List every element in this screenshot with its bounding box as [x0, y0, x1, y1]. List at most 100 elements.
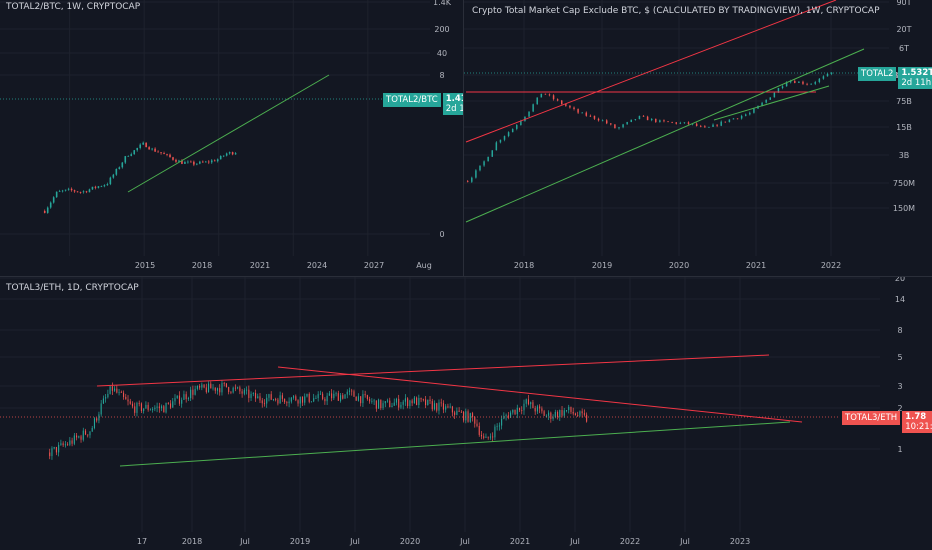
candle-body — [219, 388, 221, 393]
trendline-green — [119, 421, 791, 467]
candle-body — [518, 407, 521, 411]
candle-body — [344, 394, 346, 399]
candle-body — [315, 398, 317, 399]
candle-body — [136, 403, 138, 413]
candle-body — [483, 436, 485, 438]
x-tick-label: 2018 — [514, 261, 534, 270]
candle-body — [507, 132, 510, 137]
candle-body — [427, 399, 429, 406]
candle-body — [295, 396, 297, 401]
candle-body — [478, 425, 480, 435]
candle-body — [548, 94, 551, 96]
x-tick-label: 2019 — [592, 261, 612, 270]
candle-body — [404, 398, 406, 402]
candle-body — [342, 395, 344, 399]
candle-body — [78, 436, 80, 438]
candle-body — [93, 418, 96, 428]
candle-body — [830, 72, 833, 74]
candle-body — [465, 411, 467, 421]
price-tag: TOTAL2 1.532T 2d 11h — [858, 67, 932, 89]
candle-body — [581, 112, 583, 114]
candle-body — [131, 403, 134, 407]
candle-body — [76, 435, 78, 438]
candle-body — [82, 430, 84, 440]
price-value: 1.78 — [905, 412, 927, 422]
trendline-green — [127, 74, 330, 193]
candle-body — [675, 122, 677, 124]
candle-body — [98, 414, 100, 421]
candle-body — [61, 190, 64, 192]
candle-body — [268, 394, 270, 398]
candle-body — [58, 190, 61, 192]
candle-body — [556, 411, 559, 418]
candle-body — [297, 400, 299, 404]
candle-body — [530, 402, 532, 405]
candle-body — [559, 409, 561, 418]
candle-body — [552, 416, 554, 419]
total2-chart[interactable]: 90T20T6T300B75B15B3B750M150MUSD201820192… — [464, 0, 932, 276]
candle-body — [704, 126, 706, 128]
candle-body — [514, 409, 516, 415]
candle-body — [254, 393, 257, 399]
candle-body — [386, 400, 389, 402]
candle-body — [134, 406, 136, 413]
candle-body — [60, 443, 62, 445]
candle-body — [304, 396, 306, 403]
pane-divider-vertical[interactable] — [463, 0, 464, 276]
candle-body — [422, 399, 424, 401]
candle-body — [822, 76, 825, 79]
candle-body — [716, 124, 718, 126]
candle-body — [49, 202, 52, 208]
candle-body — [70, 188, 73, 191]
candle-body — [337, 393, 339, 401]
pane-divider-horizontal[interactable] — [0, 276, 932, 277]
candle-body — [301, 396, 304, 403]
candle-body — [174, 398, 176, 402]
candle-body — [46, 207, 49, 213]
candle-body — [169, 403, 172, 408]
candle-body — [266, 397, 268, 404]
candle-body — [585, 112, 588, 116]
eth-chart[interactable]: 20 14 8 5 3 2 1 17 2018 Jul 2019 Jul 2020 Jul 2021 Jul 2… — [0, 277, 932, 550]
candle-body — [127, 155, 130, 157]
candle-body — [516, 125, 518, 129]
candle-body — [573, 107, 575, 110]
candle-body — [565, 410, 568, 411]
btc-chart[interactable]: 1.4K 200 40 8 0 2015 2018 2021 2024 2027 Aug — [0, 0, 463, 276]
candle-body — [91, 186, 94, 190]
candle-body — [431, 401, 433, 410]
candle-body — [471, 413, 474, 418]
candle-body — [785, 82, 788, 87]
candle-body — [205, 161, 207, 163]
candle-body — [384, 401, 386, 404]
symbol-label: TOTAL3/ETH — [842, 411, 901, 425]
candle-body — [503, 136, 506, 140]
btc-pane[interactable]: 1.4K 200 40 8 0 2015 2018 2021 2024 2027 Aug TOTAL… — [0, 0, 463, 276]
x-tick-label: 2015 — [135, 261, 155, 270]
candle-body — [539, 406, 541, 409]
candle-body — [480, 434, 483, 437]
candle-body — [605, 120, 608, 124]
x-tick-label: 2021 — [510, 537, 530, 546]
y-tick-label: 2 — [897, 404, 902, 413]
candle-body — [69, 440, 71, 445]
candle-body — [411, 400, 413, 404]
candle-body — [474, 417, 476, 424]
candle-body — [310, 401, 313, 403]
candle-body — [228, 152, 231, 154]
candle-body — [544, 93, 547, 95]
candle-body — [655, 118, 657, 122]
candle-body — [769, 97, 772, 100]
candle-body — [103, 185, 106, 187]
candle-body — [348, 390, 351, 392]
candle-body — [667, 121, 669, 123]
candle-body — [201, 384, 203, 388]
countdown: 10:21:43 — [905, 422, 932, 432]
candle-body — [541, 408, 543, 412]
eth-pane[interactable]: 20 14 8 5 3 2 1 17 2018 Jul 2019 Jul 2020 Jul 2021 Jul 2… — [0, 277, 932, 550]
total2-pane[interactable]: 90T20T6T300B75B15B3B750M150MUSD201820192… — [464, 0, 932, 276]
candle-body — [622, 124, 624, 128]
candle-body — [71, 440, 73, 444]
candle-body — [55, 191, 58, 198]
candle-body — [208, 383, 210, 393]
